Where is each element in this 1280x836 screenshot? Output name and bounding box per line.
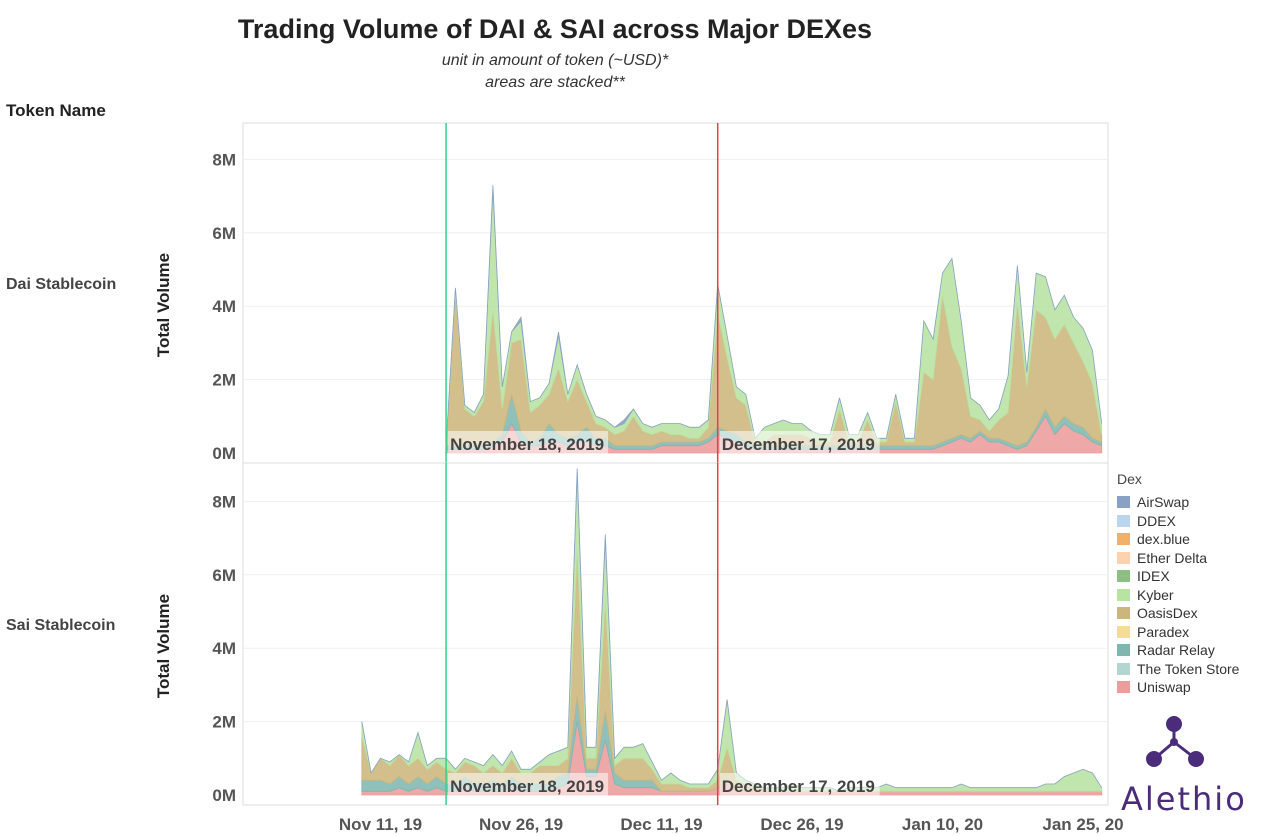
y-tick-label: 8M [212,492,236,511]
legend-item: Radar Relay [1117,641,1239,660]
legend-swatch [1117,551,1130,564]
reference-label-bg [719,431,880,455]
legend-label: IDEX [1137,568,1170,585]
y-axis-label: Total Volume [154,594,173,698]
legend-item: dex.blue [1117,530,1239,549]
x-tick-label: Nov 11, 19 [339,815,422,834]
reference-label-bg [719,773,880,797]
panel-name: Sai Stablecoin [6,617,115,634]
legend-swatch [1117,607,1130,620]
x-tick-label: Jan 25, 20 [1042,815,1123,834]
legend-label: Paradex [1137,623,1190,640]
legend-label: Kyber [1137,586,1174,603]
legend-item: Uniswap [1117,678,1239,697]
reference-label: November 18, 2019 [450,435,604,454]
chart-title: Trading Volume of DAI & SAI across Major… [237,14,873,44]
legend-item: Ether Delta [1117,549,1239,568]
legend-swatch [1117,496,1130,509]
legend-item: Kyber [1117,586,1239,605]
legend-swatch [1117,514,1130,527]
reference-label-bg [448,431,609,455]
legend-label: Uniswap [1137,679,1191,696]
panel-frame [242,462,1109,806]
x-tick-label: Jan 10, 20 [902,815,983,834]
y-tick-label: 2M [212,371,236,390]
chart-subtitle-stacked: areas are stacked** [485,74,625,91]
panel-name: Dai Stablecoin [6,276,116,293]
legend-item: The Token Store [1117,660,1239,679]
y-tick-label: 6M [212,224,236,243]
legend-swatch [1117,625,1130,638]
chart-subtitle-unit: unit in amount of token (~USD)* [441,52,669,69]
legend-label: dex.blue [1137,531,1190,548]
legend-label: The Token Store [1137,660,1240,677]
legend-item: OasisDex [1117,604,1239,623]
reference-label: November 18, 2019 [450,777,604,796]
y-tick-label: 0M [212,444,236,463]
y-tick-label: 6M [212,566,236,585]
legend-swatch [1117,588,1130,601]
legend-label: Ether Delta [1137,549,1208,566]
y-tick-label: 4M [212,639,236,658]
reference-label-bg [448,773,609,797]
legend-item: IDEX [1117,567,1239,586]
alethio-wordmark: Alethio [1121,780,1247,818]
legend-swatch [1117,570,1130,583]
x-tick-label: Nov 26, 19 [479,815,563,834]
legend-item: DDEX [1117,512,1239,531]
area-airswap [445,185,1103,446]
x-tick-label: Dec 26, 19 [760,815,843,834]
legend-title: Dex [1117,471,1142,487]
reference-label: December 17, 2019 [722,435,875,454]
area-airswap [361,468,1103,792]
y-tick-label: 8M [212,150,236,169]
legend-swatch [1117,533,1130,546]
legend-swatch [1117,681,1130,694]
legend-label: DDEX [1137,512,1176,529]
legend-label: AirSwap [1137,494,1190,511]
legend: Dex AirSwap DDEX dex.blue Ether Delta IDEX Ky… [1117,471,1239,697]
y-tick-label: 4M [212,297,236,316]
row-header-token-name: Token Name [6,101,106,120]
y-axis-label: Total Volume [154,253,173,357]
legend-swatch [1117,644,1130,657]
legend-label: OasisDex [1137,605,1198,622]
legend-item: Paradex [1117,623,1239,642]
reference-label: December 17, 2019 [722,777,875,796]
y-tick-label: 0M [212,786,236,805]
legend-item: AirSwap [1117,493,1239,512]
x-tick-label: Dec 11, 19 [620,815,702,834]
alethio-logo-icon [1146,716,1204,767]
y-tick-label: 2M [212,713,236,732]
legend-swatch [1117,662,1130,675]
legend-label: Radar Relay [1137,642,1215,659]
